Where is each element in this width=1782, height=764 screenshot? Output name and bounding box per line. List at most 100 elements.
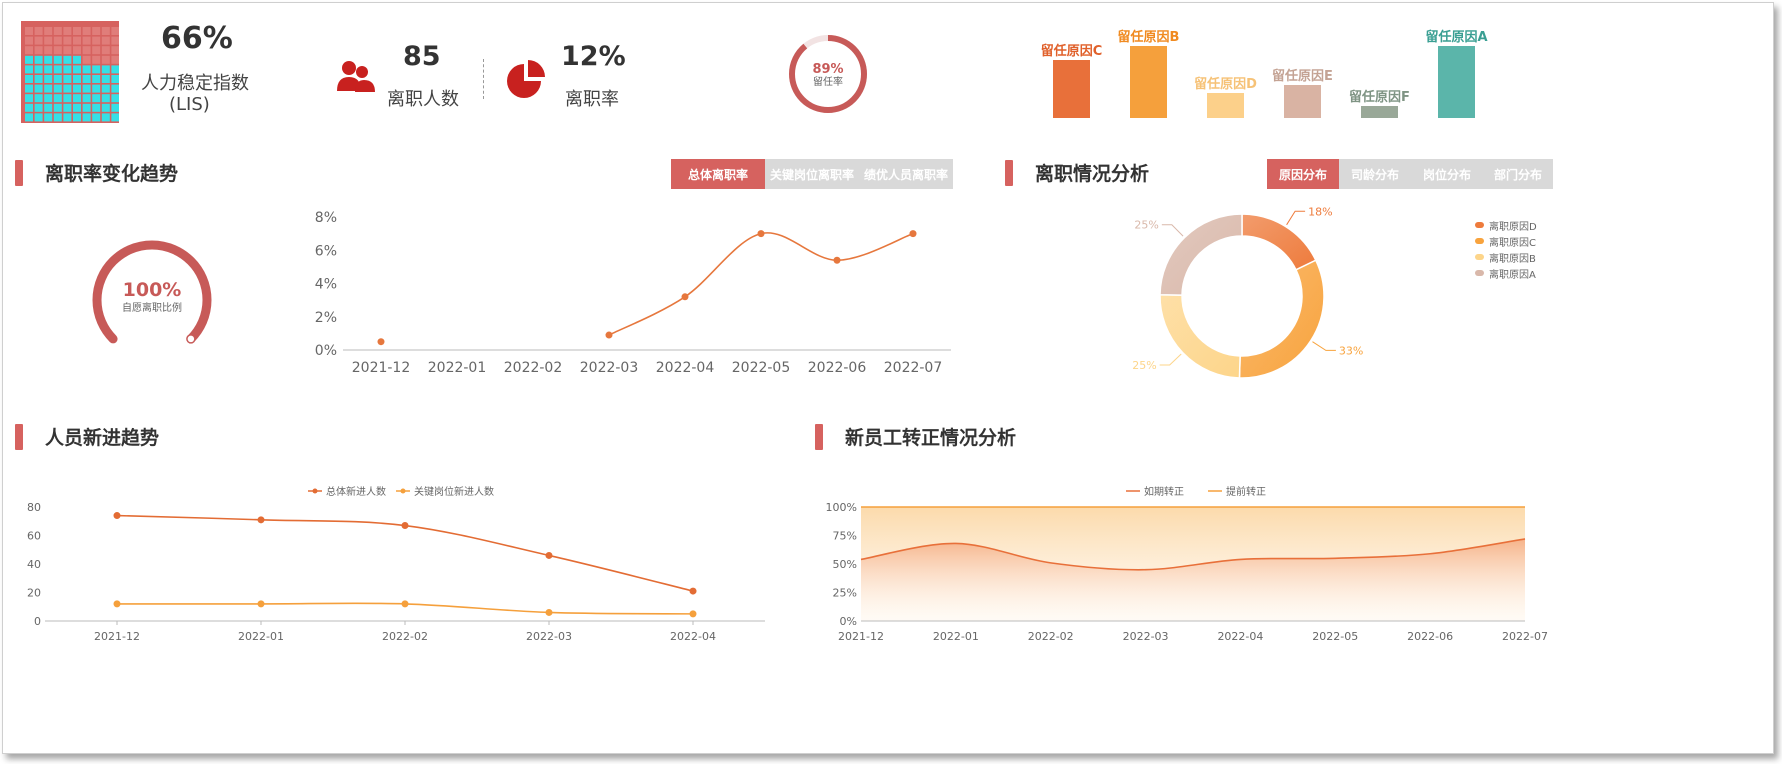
legend-item[interactable]: 离职原因D (1475, 217, 1575, 233)
area-fill-ontime (861, 538, 1525, 621)
series-point (401, 600, 409, 608)
waffle-cell (25, 94, 33, 103)
waffle-cell (63, 55, 72, 64)
waffle-cell (44, 55, 53, 64)
x-tick-label: 2022-01 (933, 630, 979, 643)
y-tick-label: 20 (27, 587, 41, 600)
voluntary-gauge: 100% 自愿离职比例 (92, 240, 212, 344)
leavers-label: 离职人数 (387, 89, 459, 110)
waffle-cell (53, 46, 62, 55)
waffle-cell (25, 113, 33, 122)
waffle-cell (34, 36, 43, 45)
x-tick-label: 2022-03 (526, 630, 572, 643)
waffle-cell (44, 113, 53, 122)
x-tick-label: 2021-12 (94, 630, 140, 643)
waffle-cell (92, 113, 101, 122)
tab-tabs-analysis-2[interactable]: 岗位分布 (1411, 159, 1483, 189)
waffle-cell (101, 94, 110, 103)
retention-bar-label: 留任原因E (1272, 68, 1333, 84)
waffle-cell (53, 103, 62, 112)
waffle-cell (82, 46, 91, 55)
waffle-cell (92, 94, 101, 103)
waffle-cell (34, 84, 43, 93)
waffle-cell (82, 65, 91, 74)
voluntary-value: 100% (123, 279, 182, 301)
tab-tabs-analysis-3[interactable]: 部门分布 (1483, 159, 1553, 189)
legend-swatch (1475, 254, 1484, 260)
turnover-analysis-tabs: 原因分布 司龄分布 岗位分布 部门分布 (1267, 159, 1553, 189)
tab-tabs-trend-2[interactable]: 绩优人员离职率 (859, 159, 953, 189)
retention-bar-label: 留任原因F (1349, 89, 1410, 105)
legend-item[interactable]: 离职原因A (1475, 265, 1575, 281)
legend-label[interactable]: 关键岗位新进人数 (414, 485, 494, 498)
donut-slice (1241, 213, 1317, 271)
waffle-cell (73, 55, 81, 64)
reason-donut-chart: 18% 33% 25% 25% (1132, 205, 1363, 379)
waffle-cell (92, 46, 101, 55)
waffle-cell (53, 55, 62, 64)
section-turnover-trend: 离职率变化趋势 (15, 159, 178, 186)
legend-marker (400, 488, 406, 494)
x-tick-label: 2022-02 (1028, 630, 1074, 643)
y-tick-label: 40 (27, 558, 41, 571)
rate-value: 12% (561, 41, 626, 72)
tab-tabs-trend-1[interactable]: 关键岗位离职率 (765, 159, 859, 189)
legend-swatch (1475, 270, 1484, 276)
x-tick-label: 2022-07 (1502, 630, 1548, 643)
waffle-cell (25, 27, 33, 35)
waffle-cell (92, 55, 101, 64)
retention-bar (1207, 93, 1244, 118)
waffle-cell (101, 65, 110, 74)
legend-item[interactable]: 离职原因B (1475, 249, 1575, 265)
waffle-cell (92, 75, 101, 83)
waffle-cell (73, 65, 81, 74)
waffle-cell (63, 94, 72, 103)
waffle-cell (101, 75, 110, 83)
waffle-cell (63, 46, 72, 55)
series-point (113, 512, 121, 520)
voluntary-label: 自愿离职比例 (122, 301, 182, 314)
waffle-cell (73, 84, 81, 93)
turnover-point (909, 230, 917, 238)
retention-bar-label: 留任原因C (1041, 43, 1103, 59)
waffle-cell (82, 55, 91, 64)
series-point (401, 522, 409, 530)
waffle-cell (44, 103, 53, 112)
waffle-cell (44, 65, 53, 74)
legend-label[interactable]: 总体新进人数 (326, 485, 386, 498)
tab-tabs-trend-0[interactable]: 总体离职率 (671, 159, 765, 189)
retention-bar (1053, 60, 1090, 118)
x-tick-label: 2022-05 (732, 360, 791, 376)
x-tick-label: 2022-01 (428, 360, 487, 376)
waffle-cell (101, 36, 110, 45)
legend-label: 离职原因D (1489, 221, 1537, 233)
waffle-cell (82, 36, 91, 45)
tab-tabs-analysis-1[interactable]: 司龄分布 (1339, 159, 1411, 189)
waffle-cell (63, 36, 72, 45)
donut-slice-label: 33% (1339, 344, 1363, 357)
waffle-cell (53, 94, 62, 103)
turnover-point (377, 338, 385, 346)
legend-item[interactable]: 离职原因C (1475, 233, 1575, 249)
legend-label[interactable]: 如期转正 (1144, 485, 1184, 498)
waffle-cell (101, 103, 110, 112)
waffle-cell (82, 84, 91, 93)
waffle-cell (111, 84, 119, 93)
waffle-cell (53, 36, 62, 45)
waffle-cell (92, 65, 101, 74)
waffle-cell (63, 113, 72, 122)
x-tick-label: 2022-01 (238, 630, 284, 643)
donut-slice-label: 18% (1308, 205, 1332, 218)
x-tick-label: 2022-06 (1407, 630, 1453, 643)
waffle-cell (63, 84, 72, 93)
legend-label: 离职原因C (1489, 237, 1536, 249)
retention-bar (1361, 106, 1398, 118)
tab-tabs-analysis-0[interactable]: 原因分布 (1267, 159, 1339, 189)
waffle-cell (25, 65, 33, 74)
legend-label[interactable]: 提前转正 (1226, 485, 1266, 498)
waffle-cell (92, 103, 101, 112)
waffle-cell (82, 75, 91, 83)
waffle-cell (25, 55, 33, 64)
new-hire-line-chart: 0 20 40 60 80 2021-12 2022-01 2022-02 2022-03 202… (27, 485, 765, 643)
y-tick-label: 4% (315, 277, 337, 293)
